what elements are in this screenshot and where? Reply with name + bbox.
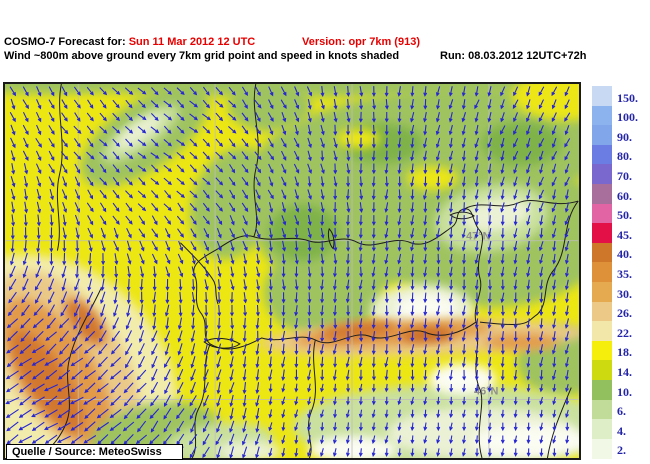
legend-value-label: 60. xyxy=(617,188,632,203)
legend-swatch xyxy=(592,184,612,204)
legend-swatch xyxy=(592,438,612,459)
latitude-label: 47°N xyxy=(466,231,490,243)
legend-swatch xyxy=(592,144,612,165)
version-label: Version: opr 7km (913) xyxy=(302,36,420,48)
legend-value-label: 26. xyxy=(617,306,632,321)
wind-speed-legend: 150. 100. 90. 80. 70. 60. 50. 45. 40. 35. 30. 26. 22… xyxy=(592,86,650,460)
legend-swatch xyxy=(592,360,612,381)
legend-value-label: 2. xyxy=(617,443,626,458)
wind-arrows-layer xyxy=(5,86,571,458)
legend-value-label: 80. xyxy=(617,149,632,164)
legend-value-label: 14. xyxy=(617,364,632,379)
legend-value-label: 22. xyxy=(617,325,632,340)
source-attribution-box: Quelle / Source: MeteoSwiss xyxy=(6,444,183,460)
legend-value-label: 90. xyxy=(617,129,632,144)
field-description: Wind ~800m above ground every 7km grid p… xyxy=(4,50,400,62)
legend-swatch xyxy=(592,86,612,106)
legend-swatch xyxy=(592,105,612,126)
header-line1: COSMO-7 Forecast for: Sun 11 Mar 2012 12… xyxy=(4,36,255,48)
legend-value-label: 40. xyxy=(617,247,632,262)
legend-swatch xyxy=(592,262,612,283)
legend-swatch xyxy=(592,203,612,224)
legend-swatch xyxy=(592,242,612,263)
legend-value-label: 70. xyxy=(617,168,632,183)
source-label: Quelle / Source: MeteoSwiss xyxy=(12,446,162,458)
legend-swatch xyxy=(592,223,612,244)
legend-swatch xyxy=(592,399,612,420)
legend-swatch xyxy=(592,282,612,302)
legend-value-label: 100. xyxy=(617,110,638,125)
wind-map: 47°N 46°N Quelle / Source: MeteoSwiss xyxy=(3,82,581,460)
legend-swatch xyxy=(592,301,612,322)
run-label: Run: 08.03.2012 12UTC+72h xyxy=(440,50,587,62)
legend-value-label: 45. xyxy=(617,227,632,242)
legend-value-label: 10. xyxy=(617,384,632,399)
product-label: COSMO-7 Forecast for: xyxy=(4,36,129,48)
legend-value-label: 6. xyxy=(617,404,626,419)
legend-swatch xyxy=(592,321,612,342)
legend-value-label: 18. xyxy=(617,345,632,360)
wind-map-svg: 47°N 46°N xyxy=(5,84,579,458)
country-borders-layer xyxy=(41,84,579,458)
forecast-datetime: Sun 11 Mar 2012 12 UTC xyxy=(128,36,256,48)
latitude-label: 46°N xyxy=(474,386,498,398)
legend-swatch xyxy=(592,340,612,361)
legend-value-label: 30. xyxy=(617,286,632,301)
legend-swatch xyxy=(592,380,612,400)
legend-swatch xyxy=(592,164,612,185)
legend-value-label: 50. xyxy=(617,208,632,223)
legend-swatch xyxy=(592,125,612,146)
legend-value-label: 150. xyxy=(617,90,638,105)
legend-swatch xyxy=(592,419,612,440)
legend-value-label: 4. xyxy=(617,423,626,438)
legend-value-label: 35. xyxy=(617,266,632,281)
